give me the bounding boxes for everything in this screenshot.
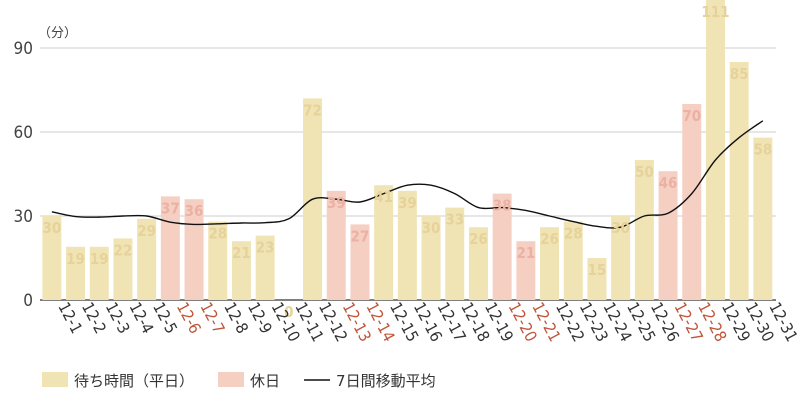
x-tick-label-12-9: 12-9 [244, 299, 276, 337]
bar-12-20 [492, 193, 512, 300]
bar-12-2 [66, 246, 86, 300]
value-label-12-4: 22 [114, 241, 133, 259]
legend-label: 休日 [250, 372, 280, 390]
moving-average-line-layer [51, 120, 764, 229]
bar-12-10 [255, 235, 275, 300]
bar-12-15 [374, 185, 394, 300]
bar-12-30 [729, 62, 749, 300]
bar-12-3 [89, 246, 109, 300]
value-label-12-23: 28 [564, 225, 583, 243]
bar-12-1 [42, 216, 62, 300]
y-axis-unit-label: （分） [38, 26, 77, 41]
value-label-12-20: 38 [493, 197, 512, 215]
y-tick-label: 60 [14, 123, 33, 143]
bar-12-9 [231, 241, 251, 300]
x-tick-label-12-1: 12-1 [54, 299, 86, 337]
x-axis-ticks: 12-112-212-312-412-512-612-712-812-912-1… [54, 299, 800, 345]
value-label-12-10: 23 [256, 239, 275, 257]
bar-12-26 [634, 160, 654, 300]
bar-12-8 [208, 221, 228, 300]
value-label-12-6: 37 [161, 199, 180, 217]
value-label-12-25: 30 [611, 219, 630, 237]
bar-12-29 [705, 0, 725, 300]
value-label-12-17: 30 [422, 219, 441, 237]
bar-12-4 [113, 238, 133, 300]
bar-12-28 [682, 104, 702, 300]
value-label-12-28: 70 [682, 107, 701, 125]
x-tick-label-12-8: 12-8 [220, 299, 252, 337]
value-label-12-16: 39 [398, 194, 417, 212]
bar-12-21 [516, 241, 536, 300]
value-label-12-14: 27 [351, 227, 370, 245]
legend-label: 待ち時間（平日） [74, 372, 194, 390]
x-tick-label-12-7: 12-7 [197, 299, 229, 337]
value-label-12-9: 21 [232, 244, 251, 262]
value-label-12-7: 36 [185, 202, 204, 220]
bar-12-27 [658, 171, 678, 300]
x-tick-label-12-6: 12-6 [173, 299, 205, 337]
value-label-12-2: 19 [66, 250, 85, 268]
value-label-12-5: 29 [137, 222, 156, 240]
y-axis-ticks: 0 30 60 90 [14, 39, 33, 311]
x-tick-label-12-2: 12-2 [78, 299, 110, 337]
value-label-12-13: 39 [327, 194, 346, 212]
x-tick-label-12-4: 12-4 [125, 299, 157, 337]
bar-12-13 [326, 190, 346, 300]
x-tick-label-12-3: 12-3 [102, 299, 134, 337]
value-label-12-22: 26 [540, 230, 559, 248]
value-label-12-15: 41 [374, 188, 393, 206]
value-label-12-26: 50 [635, 163, 654, 181]
value-label-12-19: 26 [469, 230, 488, 248]
legend-swatch [42, 372, 68, 387]
bar-12-19 [468, 227, 488, 300]
legend-swatch [218, 372, 245, 387]
bar-12-31 [753, 137, 773, 300]
bar-12-22 [540, 227, 560, 300]
value-label-12-24: 15 [588, 261, 607, 279]
value-label-12-18: 33 [445, 211, 464, 229]
legend: 待ち時間（平日） 休日 7日間移動平均 [42, 372, 436, 390]
value-label-12-30: 85 [730, 65, 749, 83]
y-tick-label: 90 [14, 39, 33, 59]
bar-12-23 [563, 221, 583, 300]
value-label-12-1: 30 [42, 219, 61, 237]
value-label-12-27: 46 [659, 174, 678, 192]
value-label-12-11: 0 [284, 303, 293, 321]
value-label-12-8: 28 [208, 225, 227, 243]
bar-12-16 [397, 190, 417, 300]
bar-12-5 [137, 218, 157, 300]
bar-12-24 [587, 258, 607, 300]
value-label-12-31: 58 [753, 141, 772, 159]
bars [42, 0, 773, 301]
bar-12-18 [445, 207, 465, 300]
legend-label: 7日間移動平均 [336, 372, 436, 390]
bar-12-14 [350, 224, 370, 300]
value-label-12-3: 19 [90, 250, 109, 268]
value-label-12-21: 21 [516, 244, 535, 262]
value-label-12-12: 72 [303, 101, 322, 119]
bar-12-17 [421, 216, 441, 300]
y-tick-label: 0 [23, 291, 33, 311]
value-label-12-29: 111 [701, 3, 729, 21]
y-tick-label: 30 [14, 207, 33, 227]
x-tick-label-12-5: 12-5 [149, 299, 181, 337]
bar-12-25 [611, 216, 631, 300]
moving-average-line [51, 120, 764, 229]
